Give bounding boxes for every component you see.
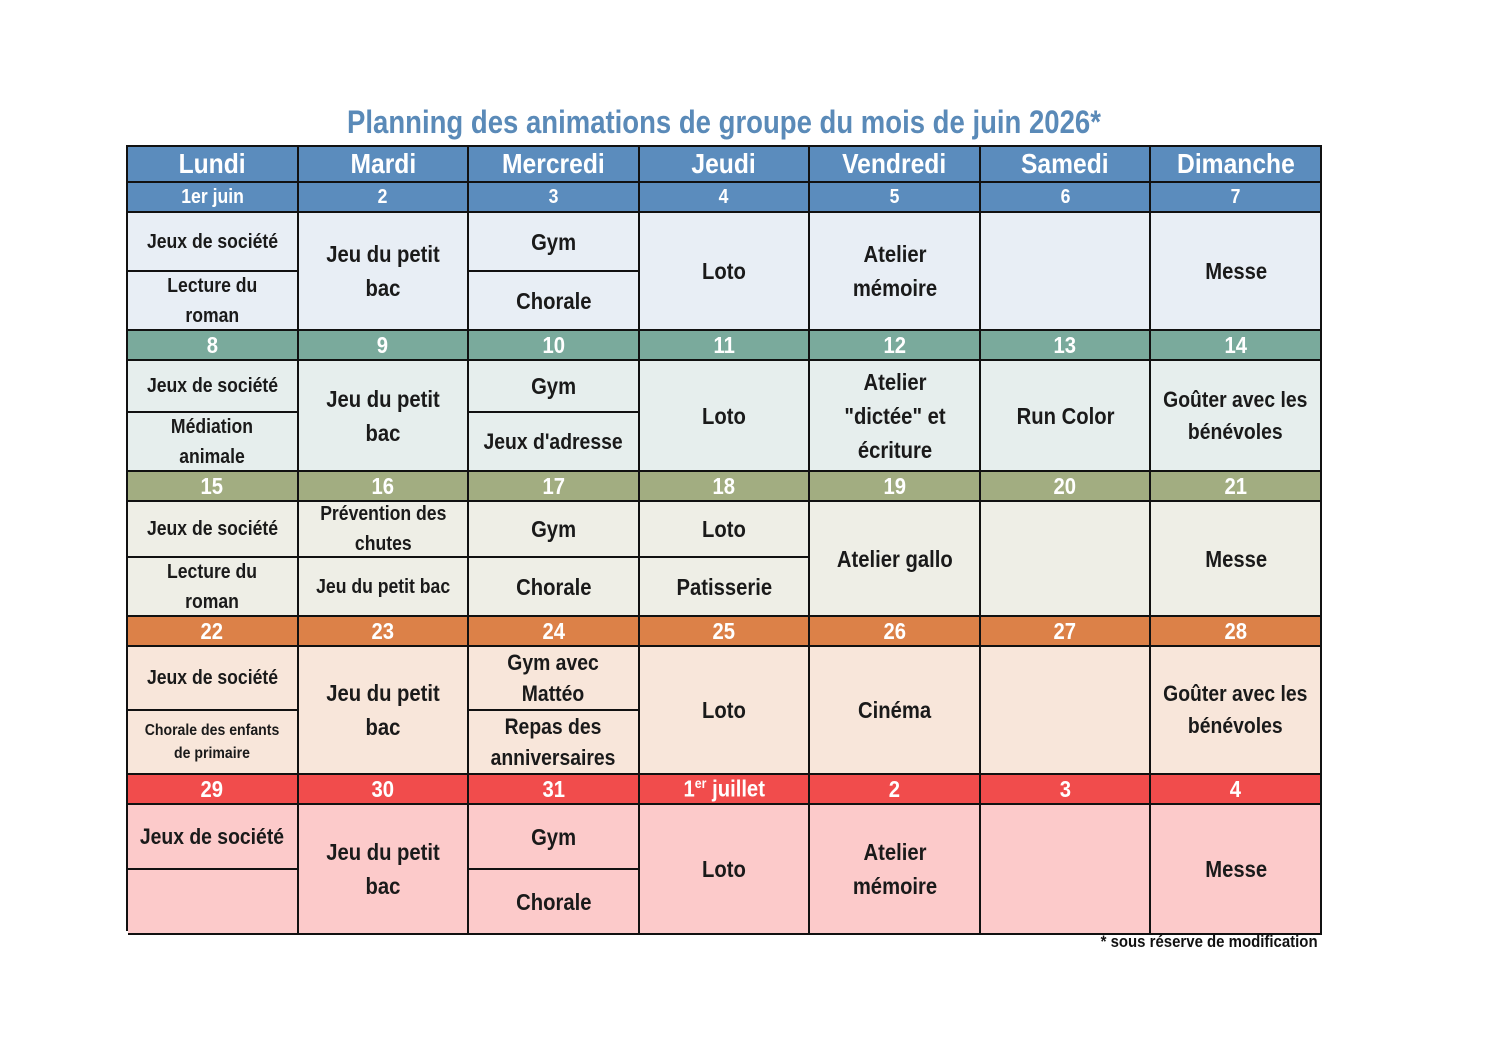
planning-table: Lundi Mardi Mercredi Jeudi Vendredi Same… [126, 145, 1322, 935]
date-cell: 2 [298, 183, 470, 213]
activity-cell: Loto [639, 213, 811, 331]
activity-cell [128, 870, 299, 935]
date-cell: 4 [1151, 775, 1322, 805]
header-lundi: Lundi [128, 147, 299, 183]
activity-cell [980, 213, 1152, 331]
activity-cell: Jeu du petit bac [298, 647, 470, 775]
activity-cell: Prévention des chutes [298, 502, 470, 558]
activity-cell [980, 647, 1152, 775]
page-title: Planning des animations de groupe du moi… [347, 104, 1101, 140]
activity-cell: Chorale [469, 870, 640, 935]
activity-cell: Gym [469, 361, 640, 413]
activity-cell: Atelier mémoire [810, 213, 981, 331]
date-cell: 28 [1151, 617, 1322, 647]
activity-cell: Cinéma [810, 647, 981, 775]
activity-cell: Goûter avec les bénévoles [1151, 361, 1322, 472]
date-cell: 8 [128, 331, 299, 361]
activity-cell: Atelier "dictée" et écriture [810, 361, 981, 472]
date-cell: 2 [810, 775, 981, 805]
activity-cell: Gym avec Mattéo [469, 647, 640, 711]
date-cell: 7 [1151, 183, 1322, 213]
date-cell: 30 [298, 775, 470, 805]
header-mardi: Mardi [298, 147, 470, 183]
date-cell: 24 [469, 617, 640, 647]
date-cell: 14 [1151, 331, 1322, 361]
activity-cell: Atelier mémoire [810, 805, 981, 935]
date-cell: 6 [980, 183, 1152, 213]
date-cell: 4 [639, 183, 811, 213]
activity-cell: Lecture du roman [128, 558, 299, 617]
activity-cell: Chorale [469, 272, 640, 331]
activity-cell: Goûter avec les bénévoles [1151, 647, 1322, 775]
date-cell: 16 [298, 472, 470, 502]
date-cell: 1er juillet [639, 775, 811, 805]
date-cell: 23 [298, 617, 470, 647]
activity-cell: Atelier gallo [810, 502, 981, 617]
activity-cell [980, 805, 1152, 935]
activity-cell: Jeux de société [128, 502, 299, 558]
date-cell: 19 [810, 472, 981, 502]
activity-cell: Jeux de société [128, 647, 299, 711]
activity-cell: Jeux de société [128, 361, 299, 413]
header-samedi: Samedi [980, 147, 1152, 183]
date-cell: 9 [298, 331, 470, 361]
footnote: * sous réserve de modification [1100, 932, 1318, 951]
activity-cell [980, 502, 1152, 617]
activity-cell: Jeu du petit bac [298, 805, 470, 935]
activity-cell: Jeu du petit bac [298, 361, 470, 472]
date-cell: 20 [980, 472, 1152, 502]
header-dimanche: Dimanche [1151, 147, 1322, 183]
activity-cell: Patisserie [639, 558, 811, 617]
date-cell: 1er juin [128, 183, 299, 213]
date-cell: 5 [810, 183, 981, 213]
date-cell: 18 [639, 472, 811, 502]
activity-cell: Médiation animale [128, 413, 299, 472]
date-cell: 25 [639, 617, 811, 647]
date-cell: 21 [1151, 472, 1322, 502]
header-mercredi: Mercredi [469, 147, 640, 183]
activity-cell: Repas des anniversaires [469, 711, 640, 775]
activity-cell: Loto [639, 361, 811, 472]
activity-cell: Chorale des enfants de primaire [128, 711, 299, 775]
activity-cell: Chorale [469, 558, 640, 617]
header-jeudi: Jeudi [639, 147, 811, 183]
date-cell: 29 [128, 775, 299, 805]
activity-cell: Jeu du petit bac [298, 213, 470, 331]
activity-cell: Jeux de société [128, 805, 299, 870]
date-cell: 27 [980, 617, 1152, 647]
activity-cell: Lecture du roman [128, 272, 299, 331]
date-cell: 12 [810, 331, 981, 361]
activity-cell: Loto [639, 502, 811, 558]
activity-cell: Gym [469, 502, 640, 558]
activity-cell: Loto [639, 805, 811, 935]
activity-cell: Jeux d'adresse [469, 413, 640, 472]
date-cell: 31 [469, 775, 640, 805]
activity-cell: Loto [639, 647, 811, 775]
activity-cell: Messe [1151, 213, 1322, 331]
activity-cell: Jeux de société [128, 213, 299, 272]
date-cell: 3 [980, 775, 1152, 805]
date-cell: 17 [469, 472, 640, 502]
activity-cell: Gym [469, 213, 640, 272]
date-cell: 10 [469, 331, 640, 361]
date-cell: 13 [980, 331, 1152, 361]
date-cell: 11 [639, 331, 811, 361]
date-cell: 3 [469, 183, 640, 213]
activity-cell: Messe [1151, 805, 1322, 935]
activity-cell: Gym [469, 805, 640, 870]
date-cell: 15 [128, 472, 299, 502]
activity-cell: Messe [1151, 502, 1322, 617]
date-cell: 26 [810, 617, 981, 647]
activity-cell: Jeu du petit bac [298, 558, 470, 617]
activity-cell: Run Color [980, 361, 1152, 472]
date-cell: 22 [128, 617, 299, 647]
header-vendredi: Vendredi [810, 147, 981, 183]
